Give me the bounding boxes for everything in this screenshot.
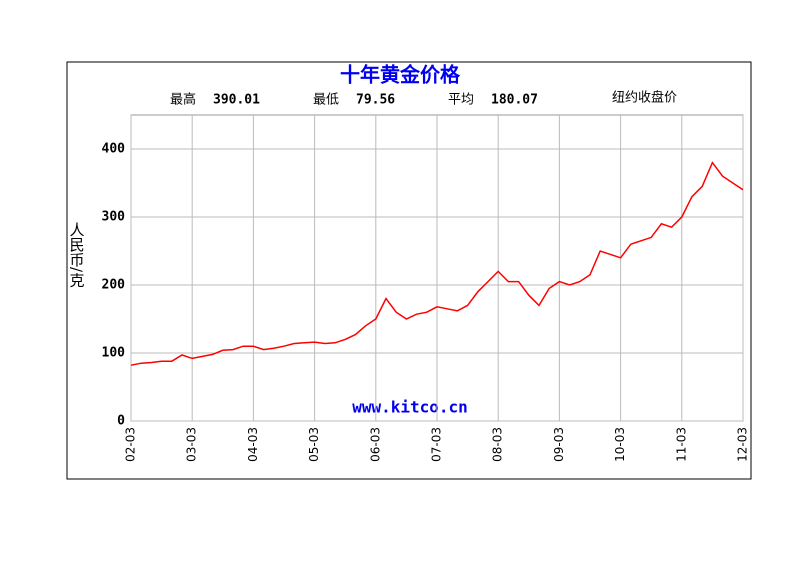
x-tick-label: 06-03 bbox=[368, 427, 382, 462]
stat-label: 最高 bbox=[170, 92, 196, 108]
y-tick-label: 0 bbox=[117, 414, 125, 429]
x-tick-label: 04-03 bbox=[246, 427, 260, 462]
y-tick-label: 300 bbox=[102, 210, 126, 225]
y-tick-label: 100 bbox=[102, 346, 126, 361]
watermark: www.kitco.cn bbox=[352, 398, 468, 417]
stat-label: 平均 bbox=[448, 93, 474, 108]
x-tick-label: 11-03 bbox=[674, 427, 688, 462]
stat-label: 最低 bbox=[313, 93, 339, 108]
x-tick-label: 10-03 bbox=[613, 427, 627, 462]
chart-title: 十年黄金价格 bbox=[340, 63, 461, 87]
line bbox=[130, 161, 744, 366]
x-tick-label: 05-03 bbox=[307, 427, 321, 462]
stat-value: 79.56 bbox=[356, 93, 395, 108]
grid bbox=[130, 115, 744, 422]
x-tick-label: 08-03 bbox=[491, 427, 505, 462]
x-tick-label: 02-03 bbox=[124, 427, 138, 462]
x-tick-label: 09-03 bbox=[552, 427, 566, 462]
y-tick-label: 200 bbox=[102, 278, 126, 293]
y-axis-label: 人民币/克 bbox=[68, 222, 86, 288]
note: 纽约收盘价 bbox=[612, 90, 677, 106]
x-tick-label: 07-03 bbox=[430, 427, 444, 462]
stat-value: 180.07 bbox=[491, 93, 538, 108]
x-tick-label: 12-03 bbox=[736, 427, 750, 462]
x-tick-label: 03-03 bbox=[185, 427, 199, 462]
y-tick-label: 400 bbox=[102, 142, 126, 157]
stat-value: 390.01 bbox=[213, 93, 260, 108]
